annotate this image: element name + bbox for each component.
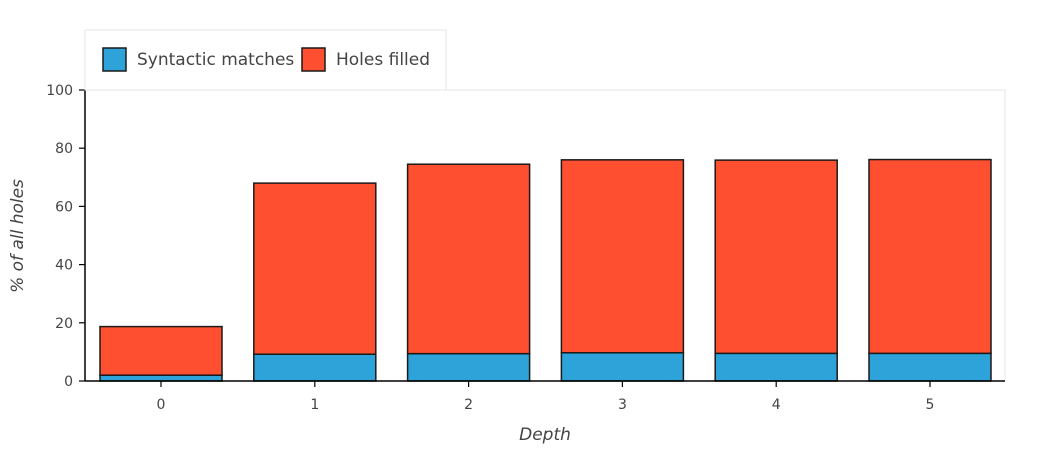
x-tick-label-5: 5 [926,397,935,413]
bar-holes-filled-depth-0 [99,325,223,376]
y-tick-label-40: 40 [55,258,73,274]
bar-syntactic-matches-depth-2 [406,352,531,382]
bar-syntactic-matches-depth-3 [560,352,685,382]
x-tick-label-0: 0 [157,397,166,413]
legend: Syntactic matches Holes filled [84,29,447,91]
x-tick-label-1: 1 [310,397,319,413]
bar-holes-filled-depth-1 [253,182,377,355]
x-tick-label-4: 4 [772,397,781,413]
bar-holes-filled-depth-3 [560,159,685,354]
legend-box [84,29,447,91]
x-axis-title: Depth [519,425,571,445]
legend-swatch-syntactic-matches [102,47,127,72]
y-ticks-group: 0 20 40 60 80 100 [46,83,85,390]
x-tick-label-3: 3 [618,397,627,413]
y-tick-label-80: 80 [55,141,73,157]
y-axis-title: % of all holes [8,179,28,293]
bar-holes-filled-depth-4 [714,159,838,355]
bar-holes-filled-depth-2 [406,163,531,355]
bar-syntactic-matches-depth-1 [253,353,377,382]
bar-syntactic-matches-depth-0 [99,374,223,382]
legend-label-holes-filled: Holes filled [336,50,430,70]
bar-syntactic-matches-depth-5 [868,352,992,382]
bar-syntactic-matches-depth-4 [714,352,838,382]
x-tick-label-2: 2 [464,397,473,413]
legend-label-syntactic-matches: Syntactic matches [137,50,294,70]
bars-group [99,158,992,382]
legend-swatch-holes-filled [301,47,326,72]
plot-frame [84,89,1006,382]
y-tick-label-100: 100 [46,83,73,99]
bar-holes-filled-depth-5 [868,158,992,355]
y-tick-label-60: 60 [55,199,73,215]
y-tick-label-20: 20 [55,316,73,332]
y-tick-label-0: 0 [64,374,73,390]
x-ticks-group: 0 1 2 3 4 5 [157,381,935,413]
